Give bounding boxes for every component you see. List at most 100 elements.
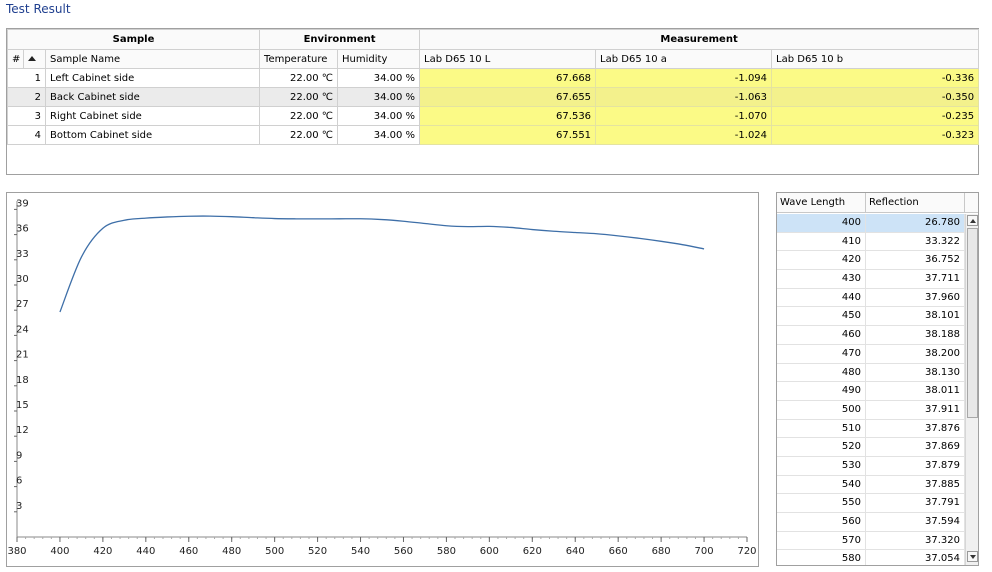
table-row[interactable]: 4 Bottom Cabinet side 22.00 ℃ 34.00 % 67… [7,125,980,145]
wavelength-cell: 530 [777,456,866,475]
x-tick-label: 720 [737,546,756,557]
y-tick-label: 33 [16,249,29,260]
y-tick-label: 9 [16,450,22,461]
lab-l-cell: 67.536 [419,106,597,126]
scroll-thumb[interactable] [967,228,978,418]
vertical-scrollbar[interactable] [965,214,978,565]
y-tick-label: 6 [16,476,22,487]
x-tick-label: 500 [265,546,284,557]
chart-canvas: 380 400 420 440 460 480 500 520 540 560 580 600 620 6… [7,198,756,557]
y-tick-label: 39 [16,198,29,209]
temperature-cell: 22.00 ℃ [259,87,339,107]
col-header-lab-a[interactable]: Lab D65 10 a [595,49,773,69]
lab-a-cell: -1.063 [595,87,773,107]
arrow-up-icon [970,219,976,223]
scroll-up-button[interactable] [967,215,978,226]
x-tick-label: 540 [351,546,370,557]
table-row[interactable]: 3 Right Cabinet side 22.00 ℃ 34.00 % 67.… [7,106,980,126]
list-item[interactable]: 450 38.101 [777,307,965,327]
x-tick-label: 660 [609,546,628,557]
temperature-cell: 22.00 ℃ [259,125,339,145]
reflection-cell: 37.869 [866,438,965,457]
results-grid[interactable]: Sample Environment Measurement # Sample … [6,28,980,175]
band-sample: Sample [6,29,261,50]
lab-b-cell: -0.235 [771,106,980,126]
lab-a-cell: -1.094 [595,68,773,88]
list-item[interactable]: 470 38.200 [777,344,965,364]
wavelength-cell: 510 [777,419,866,438]
page-title: Test Result [6,2,71,16]
list-item[interactable]: 500 37.911 [777,400,965,420]
wavelength-cell: 400 [777,214,866,232]
row-index: 3 [7,106,46,126]
list-item[interactable]: 430 37.711 [777,270,965,289]
reflection-cell: 37.054 [866,550,965,565]
list-item[interactable]: 550 37.791 [777,494,965,513]
list-item[interactable]: 420 36.752 [777,251,965,271]
wavelength-header-label: Wave Length [780,197,846,208]
list-item[interactable]: 480 38.130 [777,363,965,383]
y-tick-label: 27 [16,299,29,310]
x-tick-label: 440 [136,546,155,557]
wavelength-cell: 450 [777,307,866,326]
y-tick-label: 24 [16,324,29,335]
reflection-cell: 37.879 [866,456,965,475]
list-item[interactable]: 400 26.780 [777,214,965,233]
x-tick-label: 520 [308,546,327,557]
wavelength-cell: 430 [777,270,866,289]
list-item[interactable]: 570 37.320 [777,531,965,551]
x-tick-label: 560 [394,546,413,557]
row-index: 1 [7,68,46,88]
list-item[interactable]: 410 33.322 [777,232,965,252]
col-header-humidity[interactable]: Humidity [337,49,421,69]
reflection-chart[interactable]: 380 400 420 440 460 480 500 520 540 560 580 600 620 6… [6,192,759,567]
x-tick-label: 680 [652,546,671,557]
list-item[interactable]: 540 37.885 [777,475,965,495]
table-row[interactable]: 2 Back Cabinet side 22.00 ℃ 34.00 % 67.6… [7,87,980,107]
wavelength-cell: 560 [777,513,866,531]
list-item[interactable]: 490 38.011 [777,382,965,401]
x-tick-label: 600 [480,546,499,557]
list-item[interactable]: 510 37.876 [777,419,965,439]
y-tick-label: 12 [16,425,29,436]
reflection-cell: 37.791 [866,494,965,513]
wavelength-table[interactable]: Wave Length Reflection 400 26.780 410 33.32… [776,192,979,566]
list-item[interactable]: 580 37.054 [777,550,965,565]
lab-a-cell: -1.024 [595,125,773,145]
reflection-cell: 37.911 [866,400,965,419]
col-header-index[interactable]: # [7,49,24,69]
band-measurement: Measurement [419,29,980,50]
lab-b-cell: -0.336 [771,68,980,88]
wavelength-cell: 460 [777,326,866,345]
col-header-wavelength[interactable]: Wave Length [777,193,866,225]
lab-a-cell: -1.070 [595,106,773,126]
list-item[interactable]: 440 37.960 [777,288,965,308]
reflection-cell: 37.320 [866,531,965,550]
reflection-cell: 37.711 [866,270,965,289]
y-tick-label: 36 [16,224,29,235]
y-tick-label: 21 [16,350,29,361]
list-item[interactable]: 530 37.879 [777,456,965,476]
humidity-cell: 34.00 % [337,68,421,88]
x-tick-label: 580 [437,546,456,557]
col-header-temperature[interactable]: Temperature [259,49,339,69]
list-item[interactable]: 520 37.869 [777,438,965,457]
sample-name-cell: Left Cabinet side [44,68,261,88]
col-header-sample-name[interactable]: Sample Name [44,49,261,69]
scroll-down-button[interactable] [967,551,978,562]
series-line [59,215,705,313]
col-header-lab-b[interactable]: Lab D65 10 b [771,49,980,69]
list-item[interactable]: 560 37.594 [777,513,965,532]
lab-l-cell: 67.668 [419,68,597,88]
y-tick-label: 18 [16,375,29,386]
col-header-reflection[interactable]: Reflection [866,193,965,213]
reflection-cell: 38.101 [866,307,965,326]
table-row[interactable]: 1 Left Cabinet side 22.00 ℃ 34.00 % 67.6… [7,68,980,88]
sort-ascending-icon[interactable] [23,49,46,69]
arrow-down-icon [970,555,976,559]
lab-b-cell: -0.323 [771,125,980,145]
list-item[interactable]: 460 38.188 [777,326,965,345]
humidity-cell: 34.00 % [337,87,421,107]
x-tick-label: 400 [50,546,69,557]
col-header-lab-l[interactable]: Lab D65 10 L [419,49,597,69]
